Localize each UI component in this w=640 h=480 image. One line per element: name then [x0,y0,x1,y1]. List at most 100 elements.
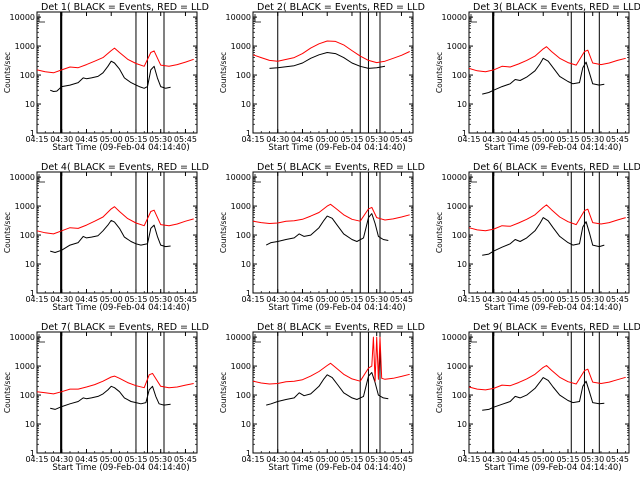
x-tick-label: 05:45 [390,135,413,144]
x-tick-label: 05:15 [340,135,363,144]
y-axis-label: Counts/sec [219,52,228,93]
corner-bracket-mark [254,174,261,183]
y-tick-label: 10000 [226,173,251,182]
x-tick-label: 04:15 [241,455,264,464]
y-tick-label: 1 [462,129,467,138]
y-tick-label: 1000 [447,362,467,371]
events-series-line [50,219,171,253]
plot-frame [252,171,414,294]
y-tick-label: 10 [241,260,251,269]
events-series-line [482,57,605,95]
y-tick-label: 1 [30,289,35,298]
x-tick-label: 05:30 [365,455,388,464]
y-axis-label: Counts/sec [219,212,228,253]
y-axis-label: Counts/sec [219,372,228,413]
corner-bracket-mark [38,174,45,183]
x-tick-label: 05:15 [124,455,147,464]
x-tick-label: 04:45 [507,135,530,144]
y-tick-label: 1 [30,449,35,458]
y-tick-label: 1000 [447,202,467,211]
lld-series-line [468,365,626,391]
y-tick-label: 1000 [15,362,35,371]
x-tick-label: 05:30 [149,295,172,304]
detector-panel: Det 5( BLACK = Events, RED = LLD 1 10 100 10… [219,162,425,313]
y-tick-label: 1 [246,129,251,138]
detector-panel: Det 1( BLACK = Events, RED = LLD 1 10 100 10… [3,2,209,153]
panel-title: Det 6( BLACK = Events, RED = LLD [473,162,640,173]
panel-title: Det 5( BLACK = Events, RED = LLD [257,162,425,173]
x-tick-label: 05:45 [390,455,413,464]
data-gap-band [492,12,494,133]
y-tick-label: 100 [20,231,35,240]
corner-bracket-mark [254,334,261,343]
x-tick-label: 05:15 [124,135,147,144]
x-axis-label: Start Time (09-Feb-04 04:14:40) [52,463,189,473]
lld-series-line [252,203,410,224]
events-series-line [269,52,386,69]
events-series-line [482,377,605,411]
plot-frame [36,331,198,454]
x-tick-label: 05:15 [556,455,579,464]
data-gap-band [60,332,62,453]
x-tick-label: 04:30 [482,455,505,464]
x-tick-label: 04:30 [266,135,289,144]
x-tick-label: 05:15 [556,295,579,304]
panel-title: Det 7( BLACK = Events, RED = LLD [41,322,209,333]
lld-series-line [36,47,194,74]
y-tick-label: 10 [457,420,467,429]
corner-bracket-mark [470,334,477,343]
corner-bracket-mark [38,14,45,23]
lld-series-line [468,204,626,232]
x-axis-label: Start Time (09-Feb-04 04:14:40) [484,463,621,473]
x-tick-label: 05:00 [100,295,123,304]
x-tick-label: 05:00 [532,455,555,464]
plot-frame [468,171,630,294]
data-gap-band [492,332,494,453]
x-tick-label: 05:30 [365,135,388,144]
x-tick-label: 04:30 [482,295,505,304]
lld-series-line [252,336,410,385]
x-tick-label: 05:15 [340,295,363,304]
plot-frame [36,11,198,134]
x-tick-label: 05:00 [316,135,339,144]
x-axis-label: Start Time (09-Feb-04 04:14:40) [268,143,405,153]
y-tick-label: 100 [20,391,35,400]
plot-frame [468,331,630,454]
x-tick-label: 04:45 [291,135,314,144]
panel-title: Det 1( BLACK = Events, RED = LLD [41,2,209,13]
x-axis-label: Start Time (09-Feb-04 04:14:40) [52,143,189,153]
plot-frame [252,11,414,134]
x-tick-label: 04:45 [507,455,530,464]
events-series-line [482,217,605,256]
y-tick-label: 10 [241,100,251,109]
y-tick-label: 1000 [15,42,35,51]
y-axis-label: Counts/sec [435,372,444,413]
x-tick-label: 04:45 [291,295,314,304]
detector-panel: Det 8( BLACK = Events, RED = LLD 1 10 100 10… [219,322,425,473]
detector-panel: Det 2( BLACK = Events, RED = LLD 1 10 100 10… [219,2,425,153]
x-tick-label: 05:15 [340,455,363,464]
events-series-line [266,372,389,406]
y-tick-label: 1 [246,449,251,458]
x-tick-label: 05:45 [174,455,197,464]
y-tick-label: 10 [25,420,35,429]
x-tick-label: 05:45 [174,295,197,304]
x-tick-label: 05:30 [581,295,604,304]
y-tick-label: 1000 [231,202,251,211]
y-axis-label: Counts/sec [3,52,12,93]
y-tick-label: 1 [462,289,467,298]
y-tick-label: 100 [236,71,251,80]
y-axis-label: Counts/sec [435,52,444,93]
y-tick-label: 10 [25,100,35,109]
x-axis-label: Start Time (09-Feb-04 04:14:40) [268,463,405,473]
events-series-line [50,385,171,410]
plot-frame [36,171,198,294]
data-gap-band [60,172,62,293]
y-tick-label: 10000 [226,13,251,22]
y-tick-label: 10 [241,420,251,429]
detector-panel: Det 3( BLACK = Events, RED = LLD 1 10 100 10… [435,2,640,153]
x-tick-label: 05:00 [316,295,339,304]
x-tick-label: 04:15 [241,135,264,144]
x-axis-label: Start Time (09-Feb-04 04:14:40) [484,143,621,153]
x-tick-label: 04:30 [50,135,73,144]
